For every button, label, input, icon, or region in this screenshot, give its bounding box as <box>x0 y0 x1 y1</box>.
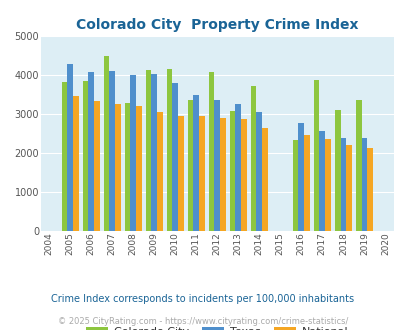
Bar <box>198 116 204 231</box>
Bar <box>229 111 235 231</box>
Bar <box>214 100 220 231</box>
Bar <box>324 139 330 231</box>
Bar <box>292 140 298 231</box>
Bar <box>145 70 151 231</box>
Bar <box>187 100 193 231</box>
Bar <box>62 82 67 231</box>
Legend: Colorado City, Texas, National: Colorado City, Texas, National <box>81 322 352 330</box>
Bar <box>220 118 225 231</box>
Bar <box>340 138 345 231</box>
Bar <box>298 123 303 231</box>
Bar <box>72 96 78 231</box>
Bar <box>103 56 109 231</box>
Bar <box>334 110 340 231</box>
Bar <box>157 112 162 231</box>
Bar <box>345 145 351 231</box>
Bar <box>235 104 241 231</box>
Bar <box>319 131 324 231</box>
Text: Crime Index corresponds to incidents per 100,000 inhabitants: Crime Index corresponds to incidents per… <box>51 294 354 304</box>
Bar <box>256 112 262 231</box>
Bar <box>130 75 136 231</box>
Bar <box>250 86 256 231</box>
Bar <box>355 100 361 231</box>
Bar <box>366 148 372 231</box>
Title: Colorado City  Property Crime Index: Colorado City Property Crime Index <box>76 18 358 32</box>
Bar <box>166 69 172 231</box>
Bar <box>172 83 177 231</box>
Bar <box>115 104 120 231</box>
Bar <box>124 103 130 231</box>
Bar <box>262 128 267 231</box>
Bar <box>136 106 141 231</box>
Bar <box>241 119 246 231</box>
Bar <box>109 71 115 231</box>
Bar <box>67 64 72 231</box>
Text: © 2025 CityRating.com - https://www.cityrating.com/crime-statistics/: © 2025 CityRating.com - https://www.city… <box>58 317 347 326</box>
Bar <box>177 116 183 231</box>
Bar <box>82 81 88 231</box>
Bar <box>193 95 198 231</box>
Bar <box>94 101 99 231</box>
Bar <box>361 138 366 231</box>
Bar <box>303 135 309 231</box>
Bar <box>88 72 94 231</box>
Bar <box>151 74 157 231</box>
Bar <box>208 72 214 231</box>
Bar <box>313 80 319 231</box>
